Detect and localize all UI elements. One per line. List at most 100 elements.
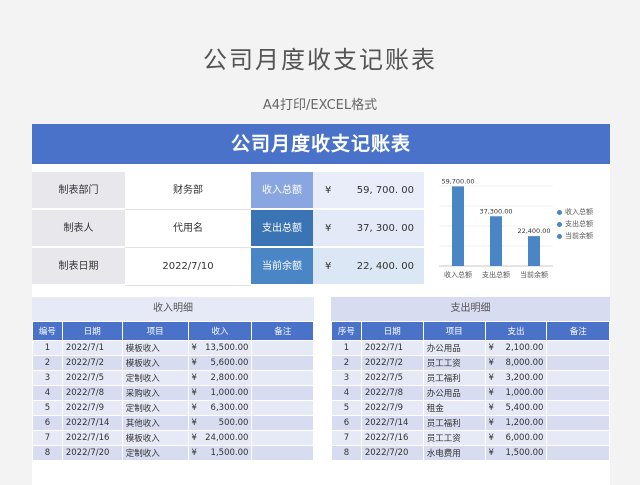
cell-date[interactable]: 2022/7/20 <box>61 445 123 461</box>
cell-note[interactable] <box>546 415 610 431</box>
cell-index[interactable]: 1 <box>331 340 362 356</box>
cell-date[interactable]: 2022/7/5 <box>360 370 424 386</box>
cell-note[interactable] <box>251 355 314 371</box>
cell-note[interactable] <box>546 370 610 386</box>
amount-total-income[interactable]: ¥59, 700. 00 <box>313 172 424 210</box>
cell-note[interactable] <box>546 445 610 461</box>
cell-index[interactable]: 8 <box>331 445 362 461</box>
cell-note[interactable] <box>251 385 314 401</box>
cell-item[interactable]: 办公用品 <box>422 340 486 356</box>
cell-index[interactable]: 5 <box>32 400 63 416</box>
cell-note[interactable] <box>251 340 314 356</box>
table-row[interactable]: 8 2022/7/20 水电费用 ¥1,500.00 <box>331 445 610 461</box>
table-row[interactable]: 3 2022/7/5 员工福利 ¥3,200.00 <box>331 370 610 386</box>
table-row[interactable]: 6 2022/7/14 员工福利 ¥1,200.00 <box>331 415 610 431</box>
cell-index[interactable]: 6 <box>331 415 362 431</box>
cell-item[interactable]: 定制收入 <box>121 370 189 386</box>
cell-date[interactable]: 2022/7/9 <box>360 400 424 416</box>
cell-index[interactable]: 8 <box>32 445 63 461</box>
col-header[interactable]: 日期 <box>61 321 123 341</box>
cell-date[interactable]: 2022/7/1 <box>61 340 123 356</box>
col-header[interactable]: 备注 <box>546 321 610 341</box>
table-row[interactable]: 3 2022/7/5 定制收入 ¥2,800.00 <box>32 370 314 386</box>
table-row[interactable]: 5 2022/7/9 定制收入 ¥6,300.00 <box>32 400 314 416</box>
col-header[interactable]: 支出 <box>484 321 548 341</box>
cell-amount[interactable]: ¥500.00 <box>187 415 253 431</box>
cell-index[interactable]: 3 <box>331 370 362 386</box>
cell-date[interactable]: 2022/7/2 <box>61 355 123 371</box>
cell-date[interactable]: 2022/7/16 <box>360 430 424 446</box>
cell-note[interactable] <box>251 415 314 431</box>
cell-amount[interactable]: ¥1,500.00 <box>484 445 548 461</box>
cell-amount[interactable]: ¥13,500.00 <box>187 340 253 356</box>
cell-date[interactable]: 2022/7/5 <box>61 370 123 386</box>
cell-date[interactable]: 2022/7/14 <box>360 415 424 431</box>
cell-index[interactable]: 2 <box>331 355 362 371</box>
cell-note[interactable] <box>251 370 314 386</box>
value-department[interactable]: 财务部 <box>125 172 251 210</box>
cell-amount[interactable]: ¥5,600.00 <box>187 355 253 371</box>
cell-item[interactable]: 定制收入 <box>121 445 189 461</box>
cell-amount[interactable]: ¥2,800.00 <box>187 370 253 386</box>
cell-amount[interactable]: ¥5,400.00 <box>484 400 548 416</box>
cell-note[interactable] <box>251 430 314 446</box>
cell-date[interactable]: 2022/7/16 <box>61 430 123 446</box>
cell-note[interactable] <box>546 340 610 356</box>
cell-item[interactable]: 水电费用 <box>422 445 486 461</box>
cell-index[interactable]: 5 <box>331 400 362 416</box>
cell-index[interactable]: 3 <box>32 370 63 386</box>
table-row[interactable]: 7 2022/7/16 员工工资 ¥6,000.00 <box>331 430 610 446</box>
cell-date[interactable]: 2022/7/20 <box>360 445 424 461</box>
cell-item[interactable]: 模板收入 <box>121 430 189 446</box>
cell-item[interactable]: 员工福利 <box>422 370 486 386</box>
table-row[interactable]: 2 2022/7/2 员工工资 ¥8,000.00 <box>331 355 610 371</box>
table-row[interactable]: 1 2022/7/1 办公用品 ¥2,100.00 <box>331 340 610 356</box>
value-date[interactable]: 2022/7/10 <box>125 248 251 286</box>
table-row[interactable]: 8 2022/7/20 定制收入 ¥1,500.00 <box>32 445 314 461</box>
cell-item[interactable]: 租金 <box>422 400 486 416</box>
value-preparer[interactable]: 代用名 <box>125 210 251 248</box>
table-row[interactable]: 1 2022/7/1 模板收入 ¥13,500.00 <box>32 340 314 356</box>
cell-item[interactable]: 员工工资 <box>422 355 486 371</box>
cell-item[interactable]: 办公用品 <box>422 385 486 401</box>
cell-note[interactable] <box>546 385 610 401</box>
cell-index[interactable]: 7 <box>331 430 362 446</box>
cell-index[interactable]: 7 <box>32 430 63 446</box>
cell-index[interactable]: 4 <box>331 385 362 401</box>
cell-amount[interactable]: ¥1,500.00 <box>187 445 253 461</box>
col-header[interactable]: 序号 <box>331 321 362 341</box>
amount-total-expense[interactable]: ¥37, 300. 00 <box>313 210 424 248</box>
table-row[interactable]: 2 2022/7/2 模板收入 ¥5,600.00 <box>32 355 314 371</box>
cell-amount[interactable]: ¥1,200.00 <box>484 415 548 431</box>
cell-note[interactable] <box>546 430 610 446</box>
cell-item[interactable]: 员工工资 <box>422 430 486 446</box>
col-header[interactable]: 收入 <box>187 321 253 341</box>
cell-date[interactable]: 2022/7/1 <box>360 340 424 356</box>
cell-item[interactable]: 员工福利 <box>422 415 486 431</box>
cell-date[interactable]: 2022/7/14 <box>61 415 123 431</box>
cell-date[interactable]: 2022/7/2 <box>360 355 424 371</box>
col-header[interactable]: 项目 <box>422 321 486 341</box>
cell-amount[interactable]: ¥3,200.00 <box>484 370 548 386</box>
cell-note[interactable] <box>546 355 610 371</box>
cell-item[interactable]: 模板收入 <box>121 340 189 356</box>
cell-amount[interactable]: ¥8,000.00 <box>484 355 548 371</box>
cell-note[interactable] <box>251 400 314 416</box>
summary-bar-chart[interactable]: 59,700.00 收入总额 37,300.00 支出总额 22,400.00 当前余额 … <box>427 172 610 288</box>
table-row[interactable]: 5 2022/7/9 租金 ¥5,400.00 <box>331 400 610 416</box>
cell-amount[interactable]: ¥2,100.00 <box>484 340 548 356</box>
cell-index[interactable]: 1 <box>32 340 63 356</box>
cell-amount[interactable]: ¥1,000.00 <box>187 385 253 401</box>
table-row[interactable]: 7 2022/7/16 模板收入 ¥24,000.00 <box>32 430 314 446</box>
cell-index[interactable]: 6 <box>32 415 63 431</box>
col-header[interactable]: 项目 <box>121 321 189 341</box>
table-row[interactable]: 4 2022/7/8 采购收入 ¥1,000.00 <box>32 385 314 401</box>
cell-amount[interactable]: ¥1,000.00 <box>484 385 548 401</box>
cell-amount[interactable]: ¥24,000.00 <box>187 430 253 446</box>
amount-balance[interactable]: ¥22, 400. 00 <box>313 248 424 286</box>
cell-note[interactable] <box>251 445 314 461</box>
cell-amount[interactable]: ¥6,300.00 <box>187 400 253 416</box>
cell-date[interactable]: 2022/7/9 <box>61 400 123 416</box>
cell-date[interactable]: 2022/7/8 <box>61 385 123 401</box>
col-header[interactable]: 备注 <box>251 321 314 341</box>
